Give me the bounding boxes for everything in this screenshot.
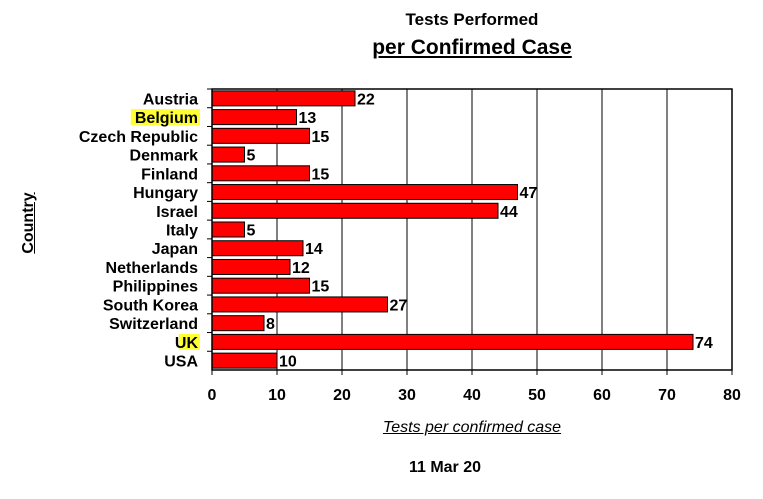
chart-date: 11 Mar 20 [408, 459, 482, 476]
x-axis-label: Tests per confirmed case [382, 419, 562, 436]
bar-value-label: 22 [357, 91, 375, 108]
bar-value-label: 47 [520, 185, 538, 202]
category-label: Denmark [130, 148, 199, 165]
category-label: Austria [143, 91, 198, 108]
x-tick-label: 60 [593, 387, 611, 404]
category-label: South Korea [103, 297, 198, 314]
category-highlight [130, 109, 200, 126]
category-label: UK [175, 335, 199, 352]
bar [211, 90, 356, 107]
category-label: Hungary [133, 185, 198, 202]
x-tick-label: 70 [658, 387, 676, 404]
x-tick-label: 0 [208, 387, 217, 404]
bar-value-label: 8 [266, 316, 275, 333]
category-label: Switzerland [109, 316, 198, 333]
category-label: Japan [152, 241, 198, 258]
x-tick-label: 30 [398, 387, 416, 404]
category-label: Netherlands [106, 260, 199, 277]
bar [211, 202, 499, 219]
bar [211, 221, 245, 238]
x-tick-label: 50 [528, 387, 546, 404]
bar [211, 277, 310, 294]
bar [211, 109, 297, 126]
bar-value-label: 10 [279, 354, 297, 371]
x-tick-label: 80 [723, 387, 741, 404]
bar-value-label: 15 [312, 129, 330, 146]
x-tick-label: 20 [333, 387, 351, 404]
bar-value-label: 74 [695, 335, 713, 352]
bar-value-label: 13 [299, 110, 317, 127]
bar-value-label: 15 [312, 166, 330, 183]
bar-value-label: 5 [247, 148, 256, 165]
x-tick-label: 10 [268, 387, 286, 404]
chart-subtitle: per Confirmed Case [372, 36, 572, 59]
category-label: Finland [141, 166, 198, 183]
bar [211, 258, 291, 275]
bar [211, 352, 278, 369]
bar-value-label: 14 [305, 241, 323, 258]
bar [211, 240, 304, 257]
bar [211, 127, 310, 144]
bar-value-label: 15 [312, 279, 330, 296]
bar [211, 165, 310, 182]
bar-value-label: 44 [500, 204, 518, 221]
chart-title: Tests Performed [405, 10, 539, 29]
bar [211, 296, 388, 313]
plot-border [211, 88, 733, 371]
category-label: Philippines [113, 279, 198, 296]
category-label: Belgium [135, 110, 198, 127]
category-label: USA [164, 354, 198, 371]
bar [211, 333, 694, 350]
bar [211, 184, 518, 201]
bar-value-label: 5 [247, 223, 256, 240]
bar-value-label: 27 [390, 297, 408, 314]
category-label: Italy [166, 223, 198, 240]
category-label: Israel [156, 204, 198, 221]
bar [211, 315, 265, 332]
bar-value-label: 12 [292, 260, 310, 277]
category-highlight [178, 333, 200, 350]
bar [211, 146, 245, 163]
x-tick-label: 40 [463, 387, 481, 404]
category-label: Czech Republic [79, 129, 198, 146]
